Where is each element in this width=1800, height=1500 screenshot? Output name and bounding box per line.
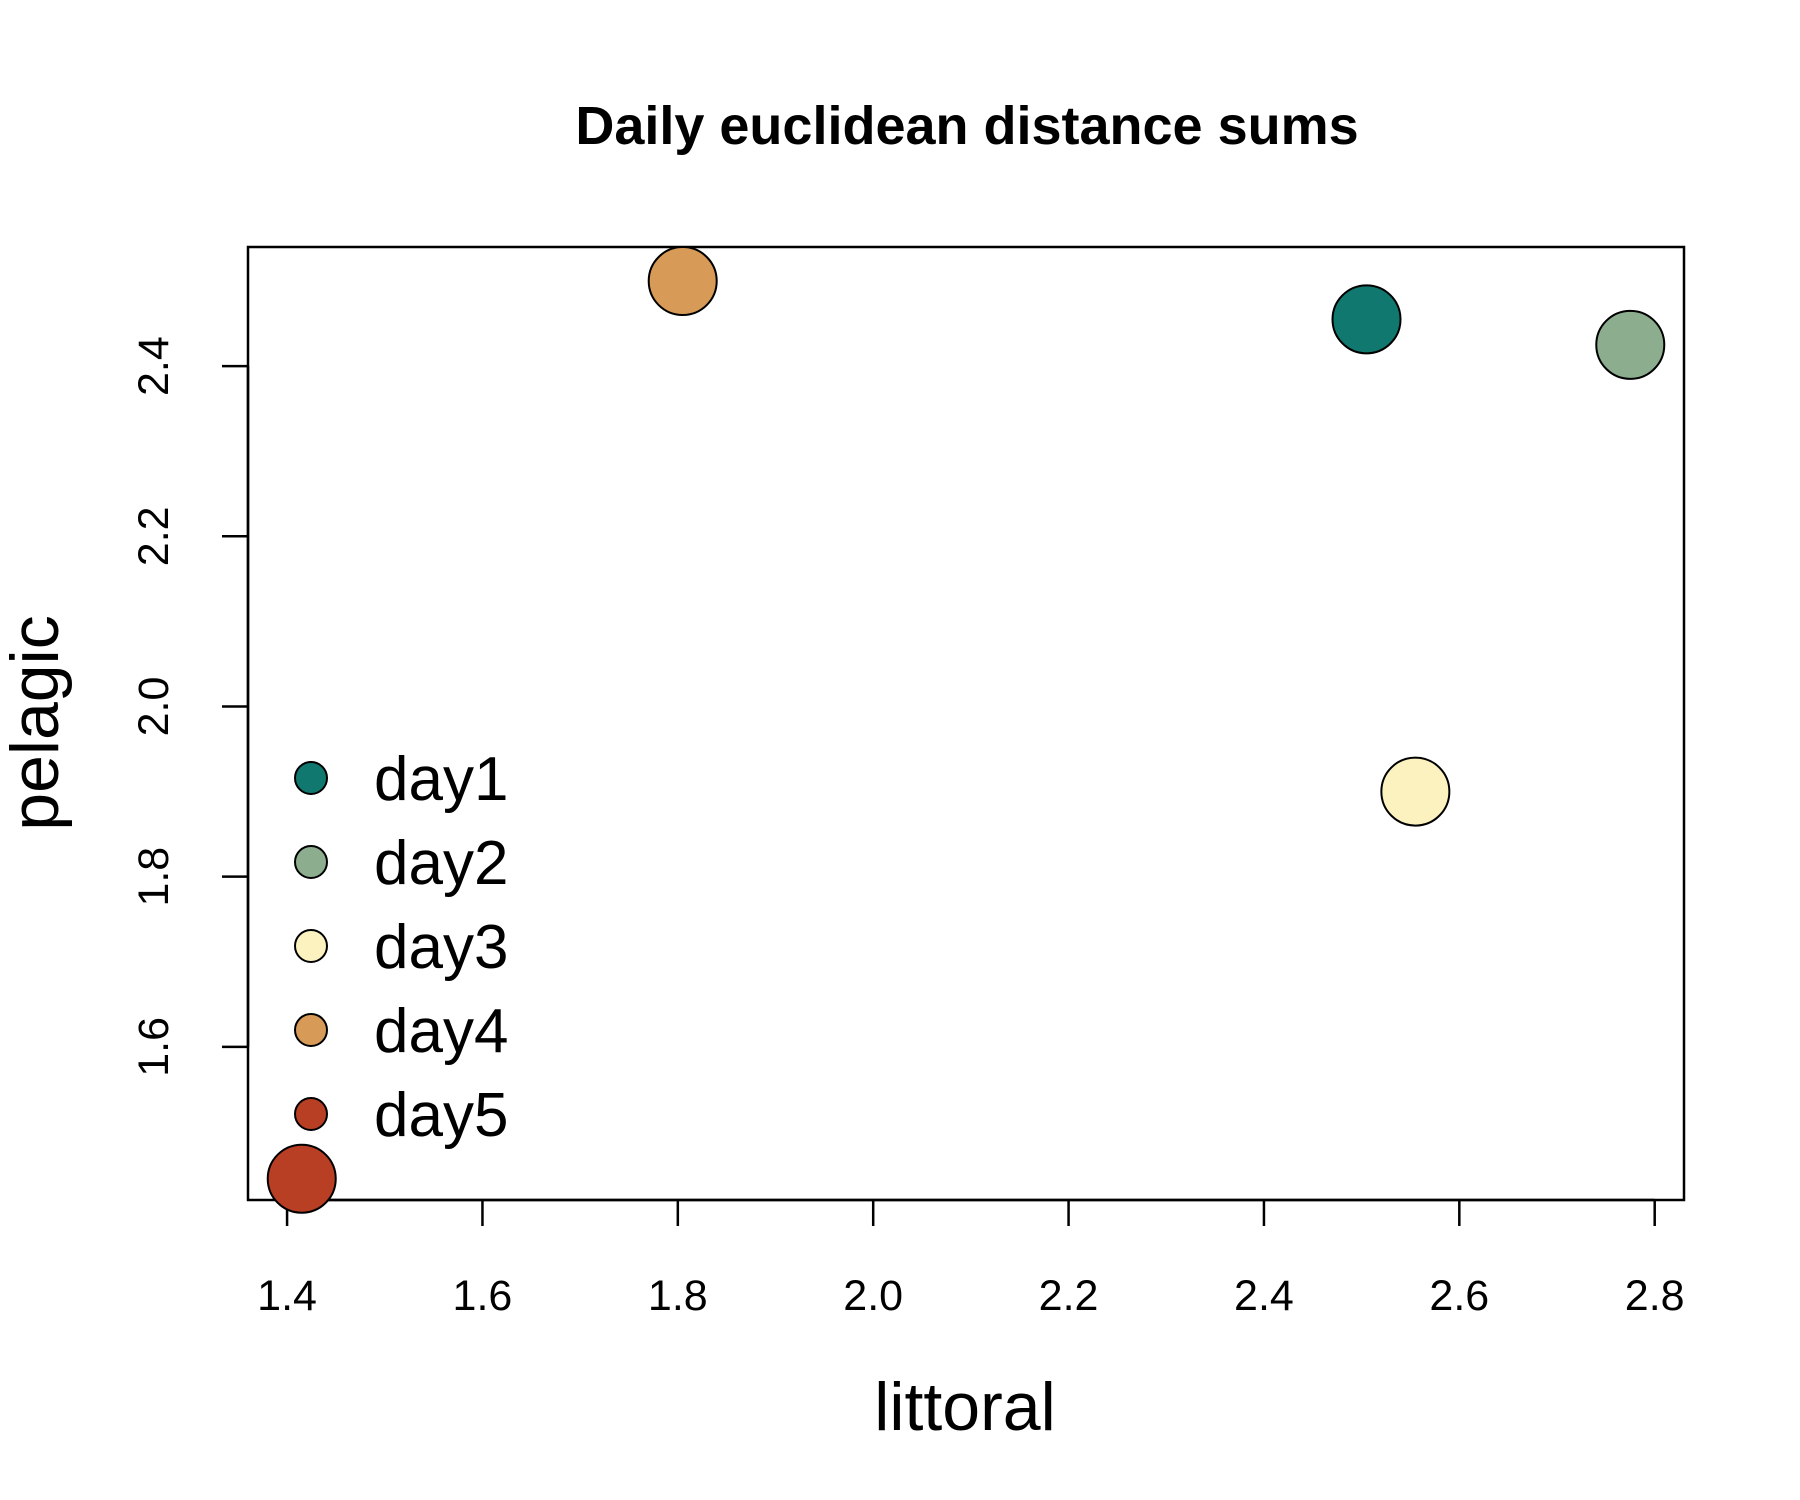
legend-marker-day5 xyxy=(294,1097,328,1131)
x-tick-label: 1.6 xyxy=(453,1272,513,1320)
x-tick-label: 2.6 xyxy=(1429,1272,1489,1320)
legend-label-day3: day3 xyxy=(374,913,508,982)
legend-label-day2: day2 xyxy=(374,829,508,898)
y-axis: 1.6 1.8 2.0 2.2 2.4 xyxy=(130,336,250,1077)
legend-marker-day2 xyxy=(294,845,328,879)
y-axis-label: pelagic xyxy=(0,615,73,831)
legend-label-day5: day5 xyxy=(374,1081,508,1150)
x-axis-label: littoral xyxy=(874,1369,1055,1445)
x-tick-label: 1.8 xyxy=(648,1272,708,1320)
legend-marker-day4 xyxy=(294,1013,328,1047)
x-tick-label: 2.2 xyxy=(1039,1272,1099,1320)
legend: day1 day2 day3 day4 day5 xyxy=(294,745,508,1150)
legend-marker-day1 xyxy=(294,761,328,795)
point-day4 xyxy=(647,246,718,317)
point-day2 xyxy=(1595,309,1666,380)
x-axis: 1.4 1.6 1.8 2.0 2.2 2.4 2.6 2.8 xyxy=(257,1198,1685,1320)
x-tick-label: 2.0 xyxy=(843,1272,903,1320)
y-tick-label: 1.8 xyxy=(130,847,178,907)
data-points xyxy=(266,246,1666,1214)
x-tick-label: 2.4 xyxy=(1234,1272,1294,1320)
x-tick-label: 2.8 xyxy=(1625,1272,1685,1320)
chart-title: Daily euclidean distance sums xyxy=(575,96,1358,156)
point-day1 xyxy=(1331,284,1402,355)
legend-label-day1: day1 xyxy=(374,745,508,814)
legend-label-day4: day4 xyxy=(374,997,508,1066)
x-tick-label: 1.4 xyxy=(257,1272,317,1320)
y-tick-label: 2.0 xyxy=(130,677,178,737)
y-tick-label: 2.2 xyxy=(130,506,178,566)
y-tick-label: 1.6 xyxy=(130,1017,178,1077)
point-day5 xyxy=(266,1143,337,1214)
legend-marker-day3 xyxy=(294,929,328,963)
y-tick-label: 2.4 xyxy=(130,336,178,396)
point-day3 xyxy=(1380,756,1451,827)
